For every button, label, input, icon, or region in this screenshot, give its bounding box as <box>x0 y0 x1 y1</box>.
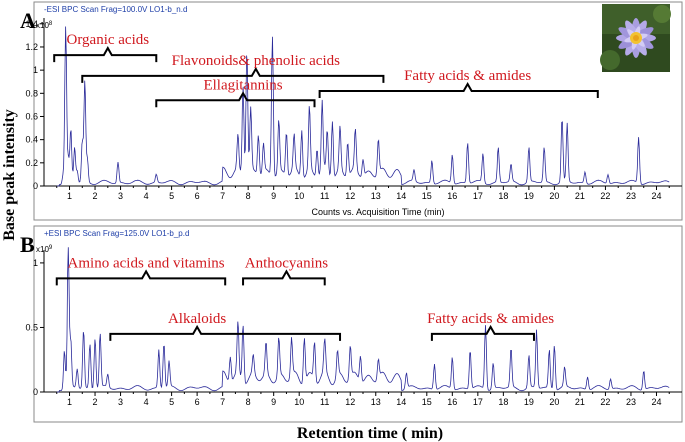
panel-a-annotation-brace <box>155 91 316 108</box>
panel-b-x-tick-label: 18 <box>498 397 508 407</box>
panel-a-annotation-label: Ellagitannins <box>203 77 282 93</box>
panel-b-x-tick-label: 24 <box>651 397 661 407</box>
panel-a-annotations: Organic acids Flavonoids& phenolic acids F… <box>53 32 599 108</box>
panel-a-x-tick-label: 14 <box>396 191 406 201</box>
panel-a-x-tick-label: 6 <box>195 191 200 201</box>
panel-a-x-tick-label: 3 <box>118 191 123 201</box>
panel-b-chromatogram-line <box>56 247 670 393</box>
panel-b-x-tick-label: 23 <box>626 397 636 407</box>
panel-a-x-axis-title: Counts vs. Acquisition Time (min) <box>311 207 444 217</box>
panel-a-x-tick-label: 15 <box>422 191 432 201</box>
panel-b-annotation-brace <box>109 324 342 341</box>
panel-a-x-tick-label: 10 <box>294 191 304 201</box>
panel-b-annotation-label: Alkaloids <box>168 311 226 327</box>
panel-a-x-tick-label: 16 <box>447 191 457 201</box>
panel-a-x-tick-label: 24 <box>651 191 661 201</box>
panel-b-annotation-label: Anthocyanins <box>245 255 328 271</box>
panel-b-x-tick-label: 21 <box>575 397 585 407</box>
panel-b-x-tick-label: 9 <box>271 397 276 407</box>
panel-a-y-tick-label: 0 <box>33 181 38 191</box>
panel-a: -ESI BPC Scan Frag=100.0V LO1-b_n.d A x1… <box>20 1 683 221</box>
panel-a-y-tick-label: 0.8 <box>25 88 38 98</box>
panel-a-x-tick-label: 17 <box>473 191 483 201</box>
panel-a-corner-label: x108 <box>36 21 53 30</box>
panel-b-annotation-label: Fatty acids & amides <box>427 311 554 327</box>
panel-b: +ESI BPC Scan Frag=125.0V LO1-b_p.d B x1… <box>20 225 683 423</box>
panel-a-y-tick-label: 1.2 <box>25 42 38 52</box>
panel-b-annotation-label: Amino acids and vitamins <box>68 255 225 271</box>
panel-a-chromatogram-line <box>56 26 670 187</box>
panel-a-letter: A <box>20 8 36 33</box>
panel-b-trace <box>56 247 670 393</box>
panel-b-x-tick-label: 7 <box>220 397 225 407</box>
panel-b-x-tick-label: 6 <box>195 397 200 407</box>
panel-a-x-tick-label: 19 <box>524 191 534 201</box>
panel-b-annotation-brace <box>430 324 535 341</box>
panel-b-corner-label: x109 <box>36 245 53 254</box>
panel-a-x-tick-label: 9 <box>271 191 276 201</box>
panel-b-x-tick-label: 17 <box>473 397 483 407</box>
panel-b-x-tick-label: 3 <box>118 397 123 407</box>
panel-b-letter: B <box>20 232 35 257</box>
panel-b-axes: 1 2 3 4 5 6 7 8 9 10 11 12 13 14 15 16 17 18 19 20 21 22 23 240… <box>25 250 682 407</box>
panel-a-x-tick-label: 8 <box>246 191 251 201</box>
panel-b-y-tick-label: 0.5 <box>25 322 38 332</box>
panel-a-y-tick-label: 0.4 <box>25 135 38 145</box>
panel-b-x-tick-label: 5 <box>169 397 174 407</box>
panel-b-x-tick-label: 11 <box>320 397 329 407</box>
panel-b-x-tick-label: 10 <box>294 397 304 407</box>
panel-a-x-tick-label: 2 <box>93 191 98 201</box>
panel-b-x-tick-label: 1 <box>67 397 72 407</box>
panel-a-x-tick-label: 11 <box>320 191 329 201</box>
panel-b-y-tick-label: 1 <box>33 258 38 268</box>
panel-b-x-tick-label: 8 <box>246 397 251 407</box>
panel-b-annotation-brace <box>55 269 227 286</box>
panel-a-x-tick-label: 12 <box>345 191 355 201</box>
panel-b-annotations: Amino acids and vitamins Anthocyanins Alka… <box>55 255 554 341</box>
panel-a-x-tick-label: 20 <box>549 191 559 201</box>
panel-a-annotation-label: Organic acids <box>66 32 149 48</box>
panel-a-x-tick-label: 23 <box>626 191 636 201</box>
panel-a-annotation-label: Fatty acids & amides <box>404 68 531 84</box>
panel-b-x-tick-label: 13 <box>371 397 381 407</box>
panel-b-frame <box>33 225 683 423</box>
panel-a-x-tick-label: 1 <box>67 191 72 201</box>
panel-a-annotation-brace <box>81 66 385 83</box>
y-axis-title: Base peak intensity <box>1 109 18 241</box>
panel-b-x-tick-label: 22 <box>600 397 610 407</box>
panel-a-axes: 1 2 3 4 5 6 7 8 9 10 11 12 13 14 15 16 17 18 19 20 21 22 23 240… <box>25 18 682 201</box>
panel-b-x-tick-label: 20 <box>549 397 559 407</box>
panel-a-y-tick-label: 0.6 <box>25 111 38 121</box>
panel-a-trace <box>56 26 670 187</box>
panel-b-x-tick-label: 12 <box>345 397 355 407</box>
panel-a-x-tick-label: 4 <box>144 191 149 201</box>
panel-a-annotation-brace <box>53 46 158 63</box>
panel-a-x-tick-label: 18 <box>498 191 508 201</box>
panel-b-scan-label: +ESI BPC Scan Frag=125.0V LO1-b_p.d <box>44 229 189 238</box>
x-axis-title: Retention time ( min) <box>297 425 443 442</box>
panel-a-x-tick-label: 22 <box>600 191 610 201</box>
panel-b-x-tick-label: 19 <box>524 397 534 407</box>
panel-a-x-tick-label: 5 <box>169 191 174 201</box>
panel-a-annotation-brace <box>318 81 599 98</box>
panel-a-x-tick-label: 7 <box>220 191 225 201</box>
panel-a-scan-label: -ESI BPC Scan Frag=100.0V LO1-b_n.d <box>44 5 187 14</box>
panel-b-y-tick-label: 0 <box>33 387 38 397</box>
panel-b-x-tick-label: 15 <box>422 397 432 407</box>
panel-a-x-tick-label: 21 <box>575 191 585 201</box>
panel-a-annotation-label: Flavonoids& phenolic acids <box>172 53 340 69</box>
panel-b-annotation-brace <box>242 269 326 286</box>
panel-a-y-tick-label: 1.4 <box>25 19 38 29</box>
panel-a-x-tick-label: 13 <box>371 191 381 201</box>
panel-b-x-tick-label: 2 <box>93 397 98 407</box>
panel-b-x-tick-label: 16 <box>447 397 457 407</box>
panel-a-y-tick-label: 1 <box>33 65 38 75</box>
panel-b-x-tick-label: 4 <box>144 397 149 407</box>
panel-a-y-tick-label: 0.2 <box>25 158 38 168</box>
water-lily-image <box>600 4 671 72</box>
panel-a-frame <box>33 1 683 221</box>
panel-b-x-tick-label: 14 <box>396 397 406 407</box>
